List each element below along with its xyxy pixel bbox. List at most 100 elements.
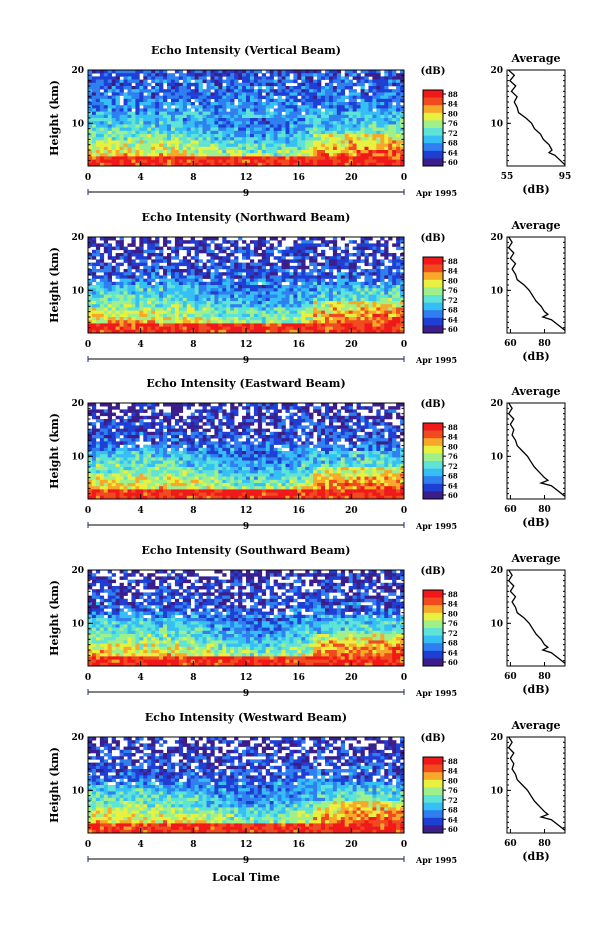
heatmap-cell — [163, 291, 168, 295]
heatmap-cell — [115, 281, 120, 286]
heatmap-cell — [281, 82, 286, 87]
heatmap-cell — [297, 156, 302, 160]
heatmap-cell — [265, 114, 270, 119]
heatmap-cell — [123, 153, 128, 157]
heatmap-cell — [352, 326, 357, 331]
heatmap-cell — [91, 108, 97, 112]
heatmap-cell — [91, 447, 97, 452]
heatmap-cell — [214, 118, 219, 122]
heatmap-cell — [376, 82, 381, 87]
heatmap-cell — [261, 137, 267, 141]
heatmap-cell — [321, 118, 326, 122]
heatmap-cell — [222, 294, 227, 299]
heatmap-cell — [167, 310, 172, 315]
heatmap-cell — [356, 249, 361, 254]
heatmap-cell — [91, 313, 97, 318]
heatmap-cell — [309, 313, 314, 318]
heatmap-cell — [253, 278, 259, 283]
heatmap-cell — [127, 310, 132, 315]
heatmap-cell — [253, 253, 259, 257]
heatmap-cell — [364, 150, 369, 154]
heatmap-cell — [261, 121, 267, 125]
heatmap-cell — [388, 272, 393, 276]
heatmap-cell — [151, 111, 156, 116]
heatmap-cell — [344, 130, 349, 135]
heatmap-cell — [95, 479, 101, 484]
heatmap-cell — [301, 89, 306, 93]
heatmap-cell — [293, 127, 298, 132]
heatmap-cell — [238, 278, 243, 283]
heatmap-cell — [135, 281, 140, 286]
heatmap-cell — [261, 162, 267, 167]
heatmap-cell — [95, 79, 101, 84]
heatmap-cell — [356, 153, 361, 157]
heatmap-cell — [131, 143, 136, 148]
heatmap-cell — [202, 162, 207, 167]
heatmap-cell — [174, 114, 180, 119]
heatmap-cell — [226, 153, 231, 157]
heatmap-cell — [99, 313, 105, 318]
heatmap-cell — [159, 307, 164, 311]
heatmap-cell — [372, 114, 377, 119]
heatmap-cell — [234, 297, 239, 302]
heatmap-cell — [317, 146, 322, 151]
heatmap-cell — [356, 102, 361, 106]
heatmap-cell — [115, 473, 120, 477]
heatmap-cell — [281, 262, 286, 267]
heatmap-cell — [313, 130, 318, 135]
colorbar-tick-label: 64 — [448, 315, 458, 324]
heatmap-cell — [159, 301, 164, 305]
heatmap-cell — [246, 121, 251, 125]
heatmap-cell — [115, 428, 120, 433]
heatmap-cell — [115, 146, 120, 151]
heatmap-cell — [317, 329, 322, 334]
heatmap-cell — [198, 317, 203, 321]
heatmap-cell — [344, 310, 349, 315]
heatmap-cell — [127, 127, 132, 132]
heatmap-cell — [178, 281, 184, 286]
heatmap-cell — [372, 323, 377, 327]
heatmap-cell — [147, 307, 152, 311]
heatmap-cell — [123, 95, 128, 100]
heatmap-cell — [151, 262, 156, 267]
heatmap-cell — [159, 310, 164, 315]
heatmap-cell — [143, 278, 148, 283]
heatmap-cell — [317, 86, 322, 90]
heatmap-cell — [281, 297, 286, 302]
heatmap-cell — [151, 246, 156, 251]
colorbar-segment — [423, 257, 443, 265]
heatmap-cell — [332, 73, 338, 77]
heatmap-cell — [384, 108, 389, 112]
heatmap-cell — [392, 121, 397, 125]
heatmap-cell — [88, 428, 93, 433]
heatmap-cell — [190, 262, 195, 267]
heatmap-cell — [163, 320, 168, 324]
heatmap-cell — [388, 102, 393, 106]
heatmap-cell — [155, 272, 160, 276]
heatmap-cell — [246, 243, 251, 247]
heatmap-cell — [170, 272, 176, 276]
heatmap-cell — [127, 92, 132, 96]
heatmap-cell — [167, 320, 172, 324]
heatmap-cell — [99, 495, 105, 500]
heatmap-cell — [348, 329, 353, 334]
heatmap-cell — [340, 326, 346, 331]
heatmap-cell — [115, 307, 120, 311]
heatmap-cell — [246, 82, 251, 87]
heatmap-cell — [206, 89, 211, 93]
heatmap-cell — [396, 79, 401, 84]
heatmap-cell — [95, 86, 101, 90]
heatmap-cell — [344, 285, 349, 289]
heatmap-cell — [206, 130, 211, 135]
heatmap-cell — [317, 70, 322, 74]
heatmap-cell — [313, 320, 318, 324]
heatmap-cell — [289, 307, 294, 311]
heatmap-cell — [257, 143, 263, 148]
heatmap-cell — [226, 275, 231, 279]
heatmap-cell — [285, 329, 290, 334]
heatmap-cell — [198, 285, 203, 289]
heatmap-cell — [178, 130, 184, 135]
heatmap-cell — [163, 92, 168, 96]
heatmap-cell — [253, 108, 259, 112]
heatmap-cell — [182, 146, 188, 151]
